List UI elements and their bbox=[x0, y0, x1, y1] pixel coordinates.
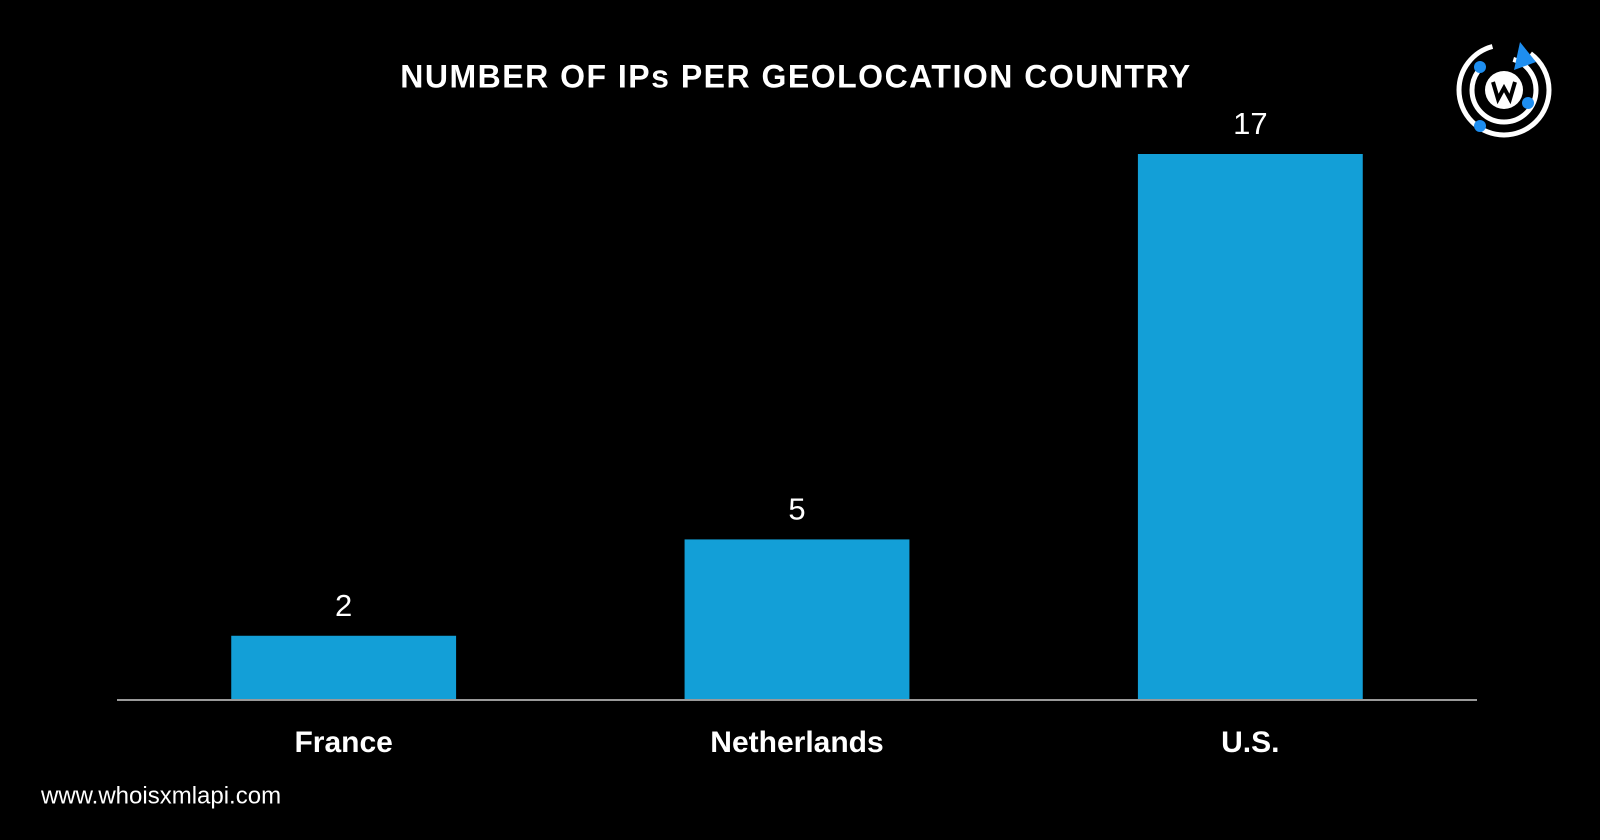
data-label: 17 bbox=[1233, 106, 1267, 141]
logo-dot bbox=[1474, 61, 1486, 73]
logo-pin bbox=[1514, 42, 1536, 70]
footer-url: www.whoisxmlapi.com bbox=[40, 782, 281, 809]
logo bbox=[1456, 42, 1552, 138]
x-tick-label: U.S. bbox=[1221, 726, 1279, 759]
logo-w bbox=[1491, 81, 1517, 105]
logo-ring bbox=[1469, 55, 1539, 125]
logo-dot bbox=[1474, 120, 1486, 132]
data-label: 5 bbox=[788, 492, 805, 527]
bar bbox=[1137, 154, 1363, 700]
bar bbox=[231, 635, 457, 700]
x-tick-label: Netherlands bbox=[710, 726, 883, 759]
x-tick-label: France bbox=[294, 726, 392, 759]
chart-title: NUMBER OF IPs PER GEOLOCATION COUNTRY bbox=[400, 58, 1192, 94]
logo-dot bbox=[1522, 97, 1534, 109]
bar bbox=[684, 539, 910, 700]
logo-ring bbox=[1456, 42, 1552, 138]
data-label: 2 bbox=[335, 588, 352, 623]
